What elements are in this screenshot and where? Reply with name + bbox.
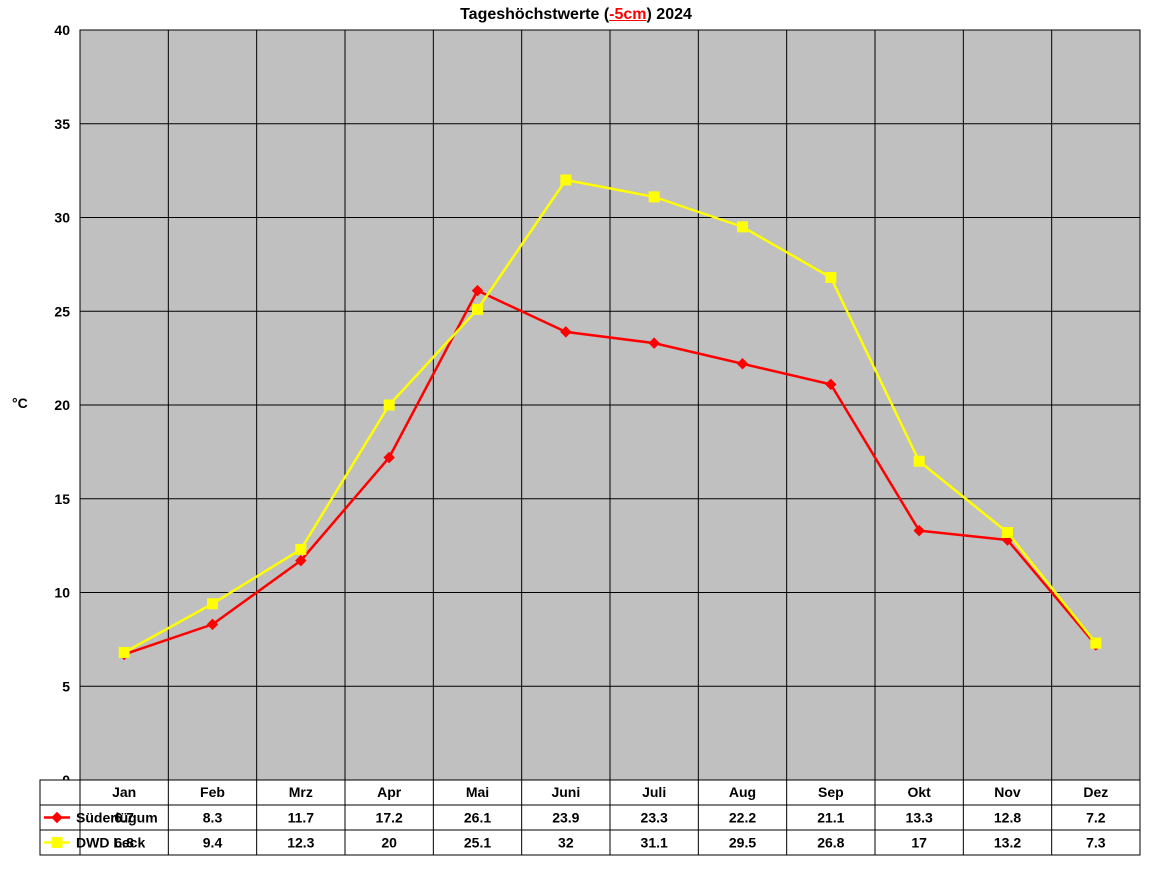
table-cell: 9.4 <box>203 835 223 851</box>
table-cell: 6.8 <box>114 835 134 851</box>
y-tick-label: 5 <box>62 678 70 694</box>
table-cell: 13.3 <box>906 810 933 826</box>
series-marker-square <box>296 544 306 554</box>
y-tick-label: 15 <box>54 491 70 507</box>
series-marker-square <box>914 456 924 466</box>
table-cell: 7.3 <box>1086 835 1106 851</box>
series-marker-square <box>119 648 129 658</box>
table-cell: 23.9 <box>552 810 579 826</box>
table-header-cell: Jan <box>112 784 136 800</box>
table-header-cell: Mai <box>466 784 489 800</box>
y-tick-label: 40 <box>54 22 70 38</box>
series-marker-square <box>1003 528 1013 538</box>
table-cell: 12.3 <box>287 835 314 851</box>
series-marker-square <box>561 175 571 185</box>
table-header-cell: Juli <box>642 784 666 800</box>
series-marker-square <box>826 273 836 283</box>
y-tick-label: 20 <box>54 397 70 413</box>
table-header-cell: Aug <box>729 784 756 800</box>
table-header-cell: Feb <box>200 784 225 800</box>
y-tick-label: 25 <box>54 303 70 319</box>
legend-marker-square <box>52 838 62 848</box>
table-cell: 17 <box>911 835 927 851</box>
table-cell: 26.1 <box>464 810 491 826</box>
y-tick-label: 35 <box>54 116 70 132</box>
y-tick-label: 30 <box>54 210 70 226</box>
series-marker-square <box>649 192 659 202</box>
chart-svg: 0510152025303540JanFebMrzAprMaiJuniJuliA… <box>0 0 1152 882</box>
table-cell: 25.1 <box>464 835 491 851</box>
table-header-cell: Sep <box>818 784 844 800</box>
table-cell: 29.5 <box>729 835 756 851</box>
table-cell: 7.2 <box>1086 810 1106 826</box>
y-tick-label: 10 <box>54 585 70 601</box>
table-cell: 6.7 <box>114 810 134 826</box>
table-cell: 13.2 <box>994 835 1021 851</box>
chart-page: Tageshöchstwerte (-5cm) 2024 °C 05101520… <box>0 0 1152 882</box>
table-header-cell: Dez <box>1083 784 1108 800</box>
series-marker-square <box>208 599 218 609</box>
table-header-cell: Mrz <box>289 784 313 800</box>
table-cell: 11.7 <box>288 810 315 826</box>
table-cell: 20 <box>381 835 397 851</box>
table-header-cell: Nov <box>994 784 1021 800</box>
table-header-cell: Apr <box>377 784 402 800</box>
series-marker-square <box>1091 638 1101 648</box>
series-marker-square <box>473 304 483 314</box>
table-cell: 21.1 <box>817 810 844 826</box>
table-cell: 22.2 <box>729 810 756 826</box>
table-cell: 32 <box>558 835 574 851</box>
table-header-cell: Okt <box>907 784 931 800</box>
table-cell: 31.1 <box>641 835 668 851</box>
table-cell: 23.3 <box>641 810 668 826</box>
table-cell: 8.3 <box>203 810 223 826</box>
table-cell: 12.8 <box>994 810 1021 826</box>
legend-label: DWD Leck <box>76 835 145 851</box>
table-header-cell: Juni <box>551 784 580 800</box>
table-cell: 17.2 <box>376 810 403 826</box>
series-marker-square <box>384 400 394 410</box>
series-marker-square <box>738 222 748 232</box>
table-cell: 26.8 <box>817 835 844 851</box>
